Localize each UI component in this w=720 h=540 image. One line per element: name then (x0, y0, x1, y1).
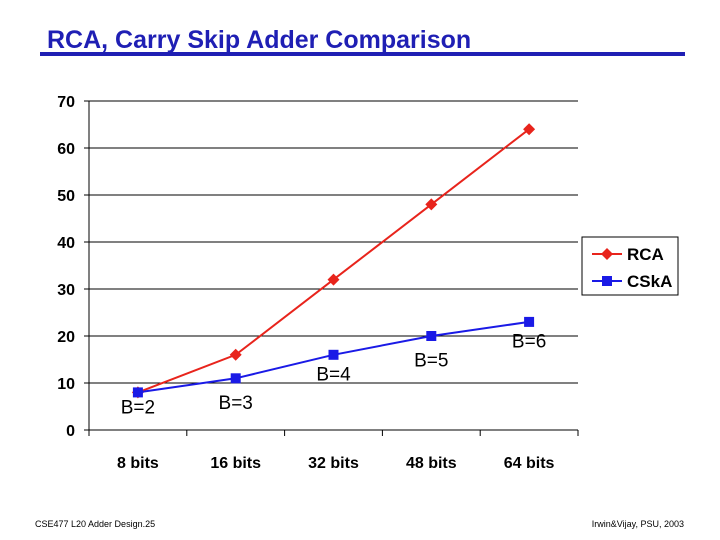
x-tick-label: 32 bits (308, 455, 359, 472)
y-tick-label: 50 (57, 188, 75, 205)
y-tick-label: 10 (57, 376, 75, 393)
data-point-cska (328, 349, 339, 360)
data-point-rca (425, 198, 438, 211)
slide-title: RCA, Carry Skip Adder Comparison (47, 26, 472, 54)
annotations: B=2 B=3 B=4 B=5 B=6 (121, 332, 547, 419)
legend-marker-rca (601, 248, 613, 260)
annotation-label: B=4 (316, 365, 351, 386)
y-tick-label: 0 (66, 423, 75, 440)
annotation-label: B=5 (414, 351, 448, 372)
y-tick-label: 70 (57, 94, 75, 111)
annotation-label: B=6 (512, 332, 546, 353)
gridlines (89, 100, 578, 384)
legend-box (581, 236, 679, 296)
legend-label: CSkA (627, 272, 672, 291)
x-tick-label: 64 bits (504, 455, 555, 472)
x-tick-label: 48 bits (406, 455, 457, 472)
footer-course-label: CSE477 L20 Adder Design.25 (35, 519, 156, 529)
series-rca (131, 123, 536, 399)
annotation-label: B=2 (121, 398, 155, 419)
data-point-cska (230, 373, 241, 384)
y-tick-label: 20 (57, 329, 75, 346)
x-tick-label: 8 bits (117, 455, 159, 472)
y-tick-label: 40 (57, 235, 75, 252)
series (131, 123, 536, 399)
data-point-rca (327, 273, 340, 286)
y-tick-label: 30 (57, 282, 75, 299)
axes: 0 10 20 30 40 50 60 70 8 bits 16 bits 32 bits 48 bi… (57, 94, 579, 472)
data-point-rca (523, 123, 536, 136)
legend: RCA CSkA (581, 236, 679, 296)
data-point-cska (524, 316, 535, 327)
y-tick-label: 60 (57, 141, 75, 158)
footer-credits: Irwin&Vijay, PSU, 2003 (591, 519, 684, 529)
data-point-rca (229, 348, 242, 361)
legend-label: RCA (627, 245, 664, 264)
series-cska (132, 316, 535, 398)
annotation-label: B=3 (219, 393, 253, 414)
x-tick-label: 16 bits (210, 455, 261, 472)
legend-marker-cska (602, 276, 612, 286)
line-chart: 0 10 20 30 40 50 60 70 8 bits 16 bits 32 bits 48 bi… (57, 94, 679, 472)
data-point-cska (132, 387, 143, 398)
title-underline (40, 52, 685, 56)
data-point-cska (426, 331, 437, 341)
